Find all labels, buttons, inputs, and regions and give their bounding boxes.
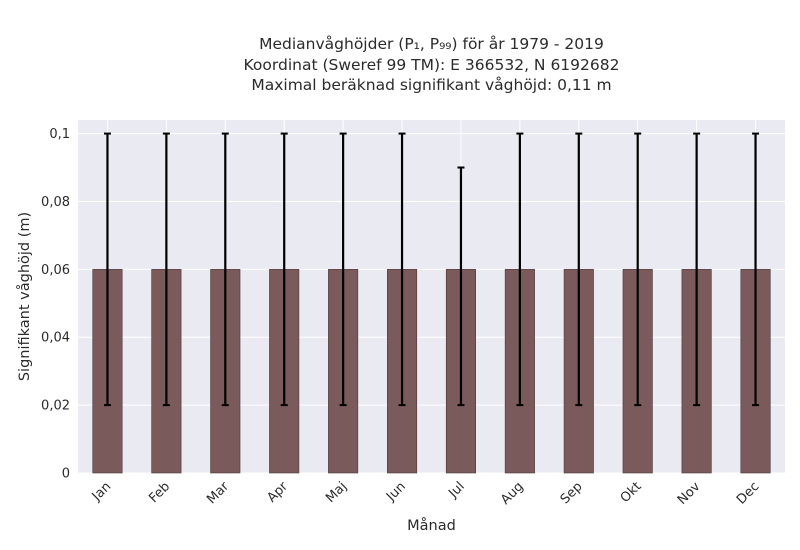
chart-title-line-3: Maximal beräknad signifikant våghöjd: 0,…: [251, 76, 612, 94]
y-tick-label: 0,08: [41, 195, 70, 210]
error-bar-mar: [221, 132, 229, 407]
chart-title-line-1: Medianvåghöjder (P₁, P₉₉) för år 1979 - …: [259, 35, 604, 53]
error-bar-jun: [398, 132, 406, 407]
y-tick-labels: 0 0,02 0,04 0,06 0,08 0,1: [41, 127, 70, 481]
x-tick-label-aug: Aug: [498, 479, 527, 508]
x-tick-label-feb: Feb: [146, 479, 173, 506]
error-bar-feb: [162, 132, 170, 407]
error-bar-jul: [457, 166, 465, 407]
error-bar-dec: [752, 132, 760, 407]
x-tick-label-jun: Jun: [383, 479, 409, 505]
error-bars: [103, 132, 760, 407]
x-axis-label: Månad: [407, 517, 456, 534]
x-tick-label-okt: Okt: [618, 479, 645, 506]
error-bar-nov: [693, 132, 701, 407]
x-tick-label-maj: Maj: [323, 479, 350, 506]
x-tick-label-jan: Jan: [89, 479, 114, 504]
x-tick-label-mar: Mar: [204, 479, 232, 507]
x-tick-label-dec: Dec: [734, 479, 762, 507]
x-tick-label-jul: Jul: [445, 479, 467, 501]
chart-title: Medianvåghöjder (P₁, P₉₉) för år 1979 - …: [78, 34, 785, 96]
x-tick-label-nov: Nov: [675, 479, 704, 508]
chart-title-line-2: Koordinat (Sweref 99 TM): E 366532, N 61…: [243, 55, 620, 74]
y-tick-label: 0,04: [41, 331, 70, 346]
x-tick-labels: Jan Feb Mar Apr Maj Jun Jul Aug Sep Okt Nov Dec: [89, 479, 763, 508]
y-axis-label: Signifikant våghöjd (m): [16, 212, 33, 381]
error-bar-okt: [634, 132, 642, 407]
plot-area: [78, 120, 785, 473]
y-tick-label: 0,06: [41, 263, 70, 278]
error-bar-aug: [516, 132, 524, 407]
y-tick-label: 0,02: [41, 399, 70, 414]
y-tick-label: 0,1: [49, 127, 70, 142]
error-bar-maj: [339, 132, 347, 407]
error-bar-sep: [575, 132, 583, 407]
error-bar-jan: [103, 132, 111, 407]
x-tick-label-sep: Sep: [558, 479, 586, 507]
error-bar-apr: [280, 132, 288, 407]
y-tick-label: 0: [62, 467, 70, 482]
x-tick-label-apr: Apr: [265, 479, 292, 506]
